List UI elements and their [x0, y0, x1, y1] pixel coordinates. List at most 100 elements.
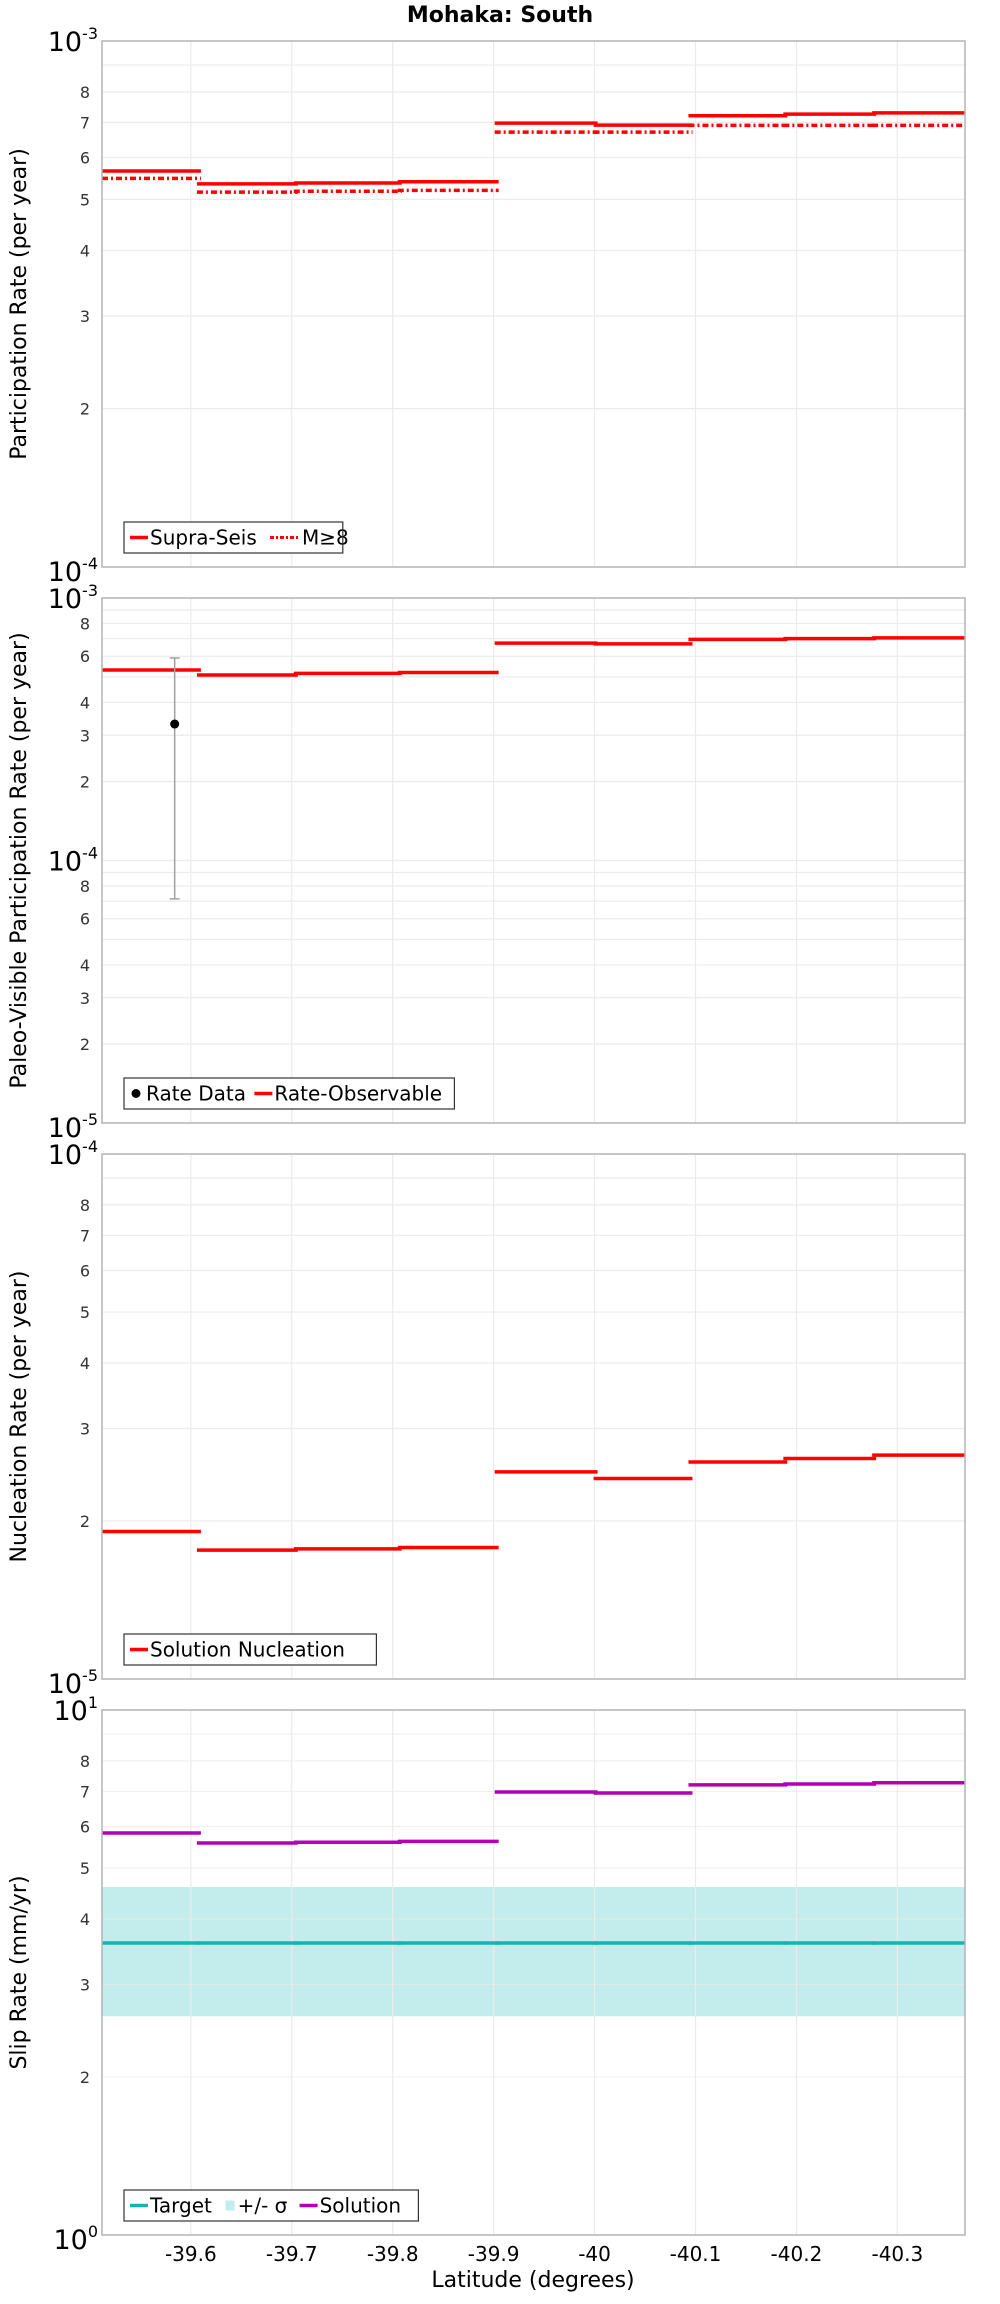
- y-tick-label: 8: [80, 1196, 90, 1215]
- legend-label: Target: [149, 2194, 212, 2218]
- tick-base: 10: [48, 1113, 82, 1144]
- series-m-8: [102, 123, 965, 194]
- y-tick-label: 4: [80, 1910, 90, 1929]
- tick-exponent: -5: [82, 1666, 98, 1685]
- plot-frame: [101, 1709, 966, 2236]
- legend-label: Supra-Seis: [150, 526, 257, 550]
- y-tick-label: 6: [80, 910, 90, 929]
- y-tick-label: 3: [80, 1976, 90, 1995]
- x-tick-label: -40.1: [670, 2242, 722, 2266]
- y-tick-label: 7: [80, 1226, 90, 1245]
- y-tick-label: 6: [80, 647, 90, 666]
- grid-lines: [102, 1710, 965, 2235]
- y-tick-label: 8: [80, 614, 90, 633]
- y-tick-label: 5: [80, 1303, 90, 1322]
- tick-exponent: -4: [82, 1137, 98, 1156]
- y-tick-label: 2: [80, 1035, 90, 1054]
- grid-lines: [102, 1154, 965, 1679]
- tick-base: 10: [53, 2225, 87, 2256]
- y-tick-label: 7: [80, 113, 90, 132]
- y-tick-label: 5: [80, 190, 90, 209]
- y-major-tick-label: 10-4: [48, 844, 98, 878]
- legend-frame: [123, 1633, 377, 1666]
- x-axis: -39.6 -39.7 -39.8 -39.9 -40 -40.1 -40.2 -40.3: [165, 2242, 923, 2266]
- legend-item-target: Target: [130, 2194, 212, 2218]
- plot-frame: [101, 40, 966, 568]
- y-tick-label: 6: [80, 1817, 90, 1836]
- x-tick-label: -40.3: [871, 2242, 923, 2266]
- legend: Solution Nucleation: [123, 1633, 377, 1666]
- legend-label: Rate Data: [146, 1082, 246, 1106]
- y-tick-label: 6: [80, 1261, 90, 1280]
- legend: Target +/- σ Solution: [123, 2189, 419, 2222]
- legend-background: [124, 1078, 455, 1109]
- chart-title: Mohaka: South: [407, 3, 593, 28]
- tick-base: 10: [48, 27, 82, 58]
- y-axis-title: Nucleation Rate (per year): [7, 1271, 32, 1563]
- y-tick-label: 2: [80, 1512, 90, 1531]
- x-tick-label: -39.7: [266, 2242, 318, 2266]
- y-tick-label: 3: [80, 307, 90, 326]
- y-tick-label: 8: [80, 877, 90, 896]
- y-major-tick-label: 10-4: [48, 1137, 98, 1171]
- legend-frame: [123, 1077, 455, 1110]
- y-major-tick-label: 100: [53, 2222, 98, 2256]
- legend-background: [124, 522, 343, 553]
- y-axis-title: Participation Rate (per year): [7, 148, 32, 460]
- y-tick-label: 5: [80, 1859, 90, 1878]
- plot-area: [102, 41, 965, 567]
- grid-lines: [102, 41, 965, 567]
- y-tick-label: 4: [80, 956, 90, 975]
- series-rate-observable: [102, 636, 965, 677]
- tick-base: 10: [48, 1669, 82, 1700]
- legend: Rate Data Rate-Observable: [123, 1077, 455, 1110]
- legend-item--: +/- σ: [225, 2194, 288, 2218]
- tick-exponent: -4: [82, 844, 98, 863]
- y-axis-title: Slip Rate (mm/yr): [7, 1875, 32, 2069]
- legend-item-solution: Solution: [299, 2194, 401, 2218]
- x-tick-label: -40: [578, 2242, 611, 2266]
- tick-exponent: 0: [88, 2222, 98, 2241]
- tick-exponent: -4: [82, 554, 98, 573]
- tick-exponent: 1: [88, 1693, 98, 1712]
- x-tick-label: -39.8: [367, 2242, 419, 2266]
- legend-background: [124, 1634, 377, 1665]
- legend-item-solution-nucleation: Solution Nucleation: [130, 1638, 345, 1662]
- legend-background: [124, 2190, 419, 2221]
- series-supra-seis: [102, 111, 965, 186]
- legend-frame: [123, 2189, 419, 2222]
- y-major-tick-label: 10-5: [48, 1110, 98, 1144]
- plot-frame: [101, 1153, 966, 1680]
- y-tick-label: 3: [80, 1420, 90, 1439]
- y-major-tick-label: 10-3: [48, 581, 98, 615]
- legend-frame: [123, 521, 344, 554]
- y-axis-title: Paleo-Visible Participation Rate (per ye…: [7, 632, 32, 1088]
- y-tick-label: 8: [80, 1752, 90, 1771]
- y-tick-label: 6: [80, 149, 90, 168]
- series-solution-nucleation: [102, 1453, 965, 1552]
- tick-exponent: -3: [82, 24, 98, 43]
- tick-base: 10: [48, 557, 82, 588]
- legend-item-m-8: M≥8: [270, 526, 349, 550]
- y-tick-label: 2: [80, 772, 90, 791]
- y-tick-label: 8: [80, 83, 90, 102]
- legend-item-supra-seis: Supra-Seis: [130, 526, 257, 550]
- y-tick-label: 4: [80, 1354, 90, 1373]
- y-major-tick-label: 10-3: [48, 24, 98, 58]
- legend-label: Solution Nucleation: [150, 1638, 345, 1662]
- plot-frame: [101, 597, 966, 1124]
- y-tick-label: 2: [80, 2068, 90, 2087]
- tick-exponent: -3: [82, 581, 98, 600]
- y-tick-label: 4: [80, 241, 90, 260]
- tick-base: 10: [48, 1140, 82, 1171]
- data-point: [170, 719, 180, 729]
- tick-base: 10: [48, 584, 82, 615]
- legend-item-rate-observable: Rate-Observable: [254, 1082, 442, 1106]
